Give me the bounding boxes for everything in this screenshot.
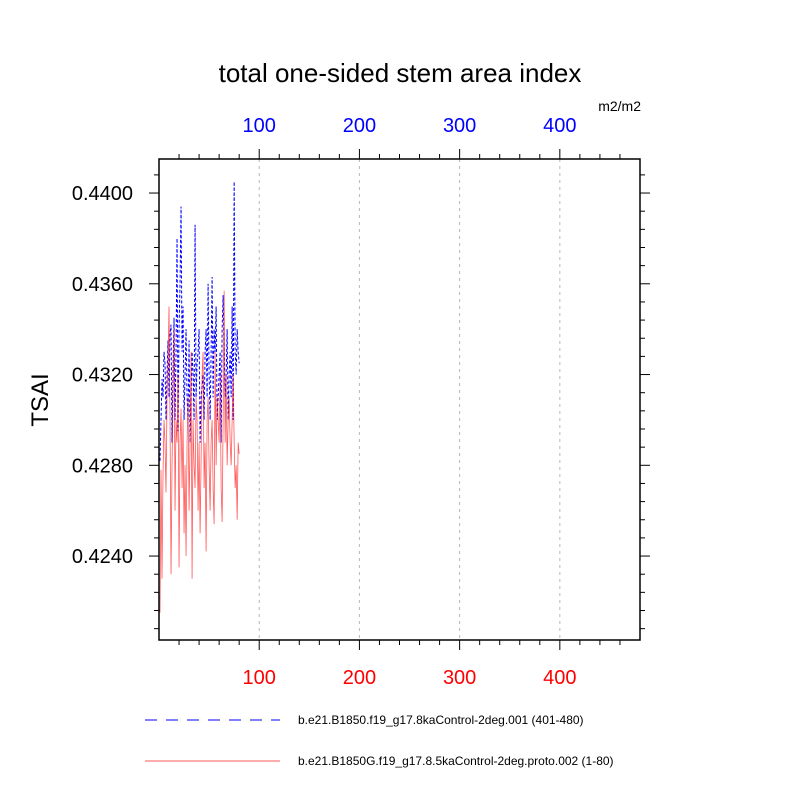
y-tick-label: 0.4360 [72,274,133,296]
units-label: m2/m2 [598,98,641,114]
tick-labels: 0.4240 0.4280 0.4320 0.4360 0.4400 100 200 300 4… [72,115,577,689]
series-line-1 [159,181,240,461]
x-tick-label-top: 200 [343,115,376,137]
y-tick-label: 0.4320 [72,365,133,387]
x-tick-label-bottom: 100 [243,667,276,689]
chart-title: total one-sided stem area index [219,58,582,88]
legend-label-2: b.e21.B1850G.f19_g17.8.5kaControl-2deg.p… [298,754,614,768]
x-tick-label-top: 100 [243,115,276,137]
x-tick-label-top: 400 [543,115,576,137]
y-tick-label: 0.4280 [72,455,133,477]
x-tick-label-bottom: 400 [543,667,576,689]
ticks-layer [149,149,650,650]
legend-label-1: b.e21.B1850.f19_g17.8kaControl-2deg.001 … [298,713,584,727]
gridlines [258,159,561,640]
plot-frame [158,158,641,641]
x-tick-label-bottom: 200 [343,667,376,689]
series-layer [159,181,240,613]
x-tick-label-bottom: 300 [443,667,476,689]
series-line-2 [159,290,240,613]
y-axis-label: TSAI [27,373,54,426]
y-tick-label: 0.4240 [72,546,133,568]
y-tick-label: 0.4400 [72,183,133,205]
legend: b.e21.B1850.f19_g17.8kaControl-2deg.001 … [145,713,614,768]
x-tick-label-top: 300 [443,115,476,137]
